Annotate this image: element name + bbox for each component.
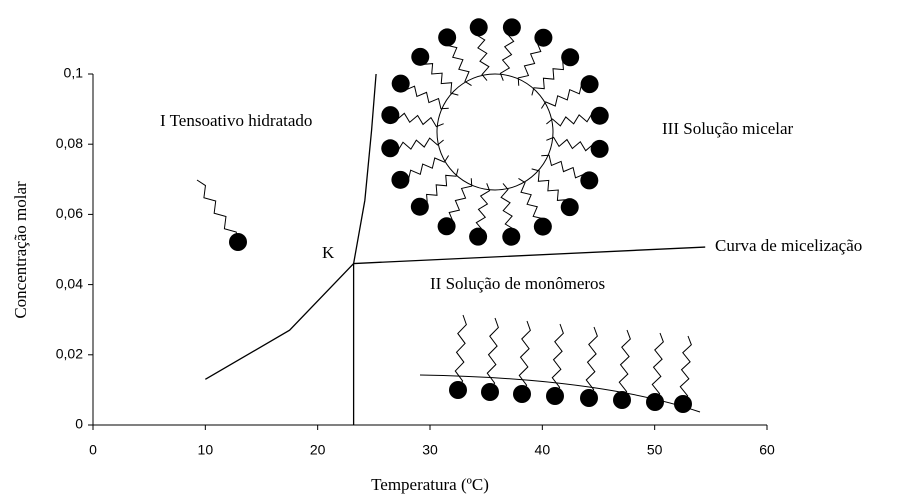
- head: [590, 106, 609, 125]
- head: [229, 233, 247, 251]
- head: [411, 47, 430, 66]
- tail: [517, 37, 544, 86]
- head: [580, 171, 599, 190]
- tail: [499, 27, 515, 81]
- tail: [475, 27, 490, 81]
- tail: [618, 329, 631, 401]
- y-tick-label: 0,1: [64, 65, 84, 81]
- curve-label: Curva de micelização: [715, 236, 862, 255]
- point-label: K: [322, 243, 335, 262]
- head: [469, 18, 488, 37]
- head: [391, 74, 410, 93]
- head: [533, 217, 552, 236]
- y-tick-label: 0,06: [56, 205, 83, 221]
- y-tick-label: 0,04: [56, 275, 83, 291]
- region-label: I Tensoativo hidratado: [160, 111, 312, 130]
- head: [449, 381, 467, 399]
- tail: [446, 178, 473, 227]
- x-tick-label: 50: [647, 442, 663, 458]
- tail: [551, 323, 564, 397]
- tail: [518, 177, 544, 227]
- tail: [531, 56, 571, 96]
- head: [381, 106, 400, 125]
- x-tick-label: 10: [198, 442, 214, 458]
- tail: [390, 137, 444, 152]
- head: [534, 28, 553, 47]
- tail: [531, 168, 571, 208]
- head: [580, 75, 599, 94]
- tail: [419, 168, 459, 208]
- head: [590, 139, 609, 158]
- tail: [400, 83, 449, 110]
- surface: [419, 374, 701, 413]
- tail: [419, 56, 459, 96]
- micelle-core: [436, 73, 554, 191]
- x-tick-label: 0: [89, 442, 97, 458]
- tail: [546, 112, 600, 127]
- tail: [540, 83, 590, 109]
- head: [502, 18, 521, 37]
- tail: [486, 317, 499, 393]
- head: [391, 170, 410, 189]
- head: [437, 217, 456, 236]
- head: [513, 385, 531, 403]
- y-tick-label: 0,02: [56, 346, 83, 362]
- tail: [541, 154, 590, 181]
- tail: [518, 320, 531, 395]
- head: [613, 391, 631, 409]
- region-label: III Solução micelar: [662, 119, 794, 138]
- tail: [585, 326, 598, 399]
- head: [381, 139, 400, 158]
- head: [438, 28, 457, 47]
- head: [674, 395, 692, 413]
- tail: [546, 136, 600, 152]
- y-tick-label: 0,08: [56, 135, 83, 151]
- curve: [353, 246, 706, 265]
- x-tick-label: 60: [759, 442, 775, 458]
- tail: [651, 332, 664, 403]
- head: [561, 48, 580, 67]
- head: [580, 389, 598, 407]
- region-label: II Solução de monômeros: [430, 274, 605, 293]
- tail: [446, 37, 472, 87]
- y-tick-label: 0: [75, 416, 83, 432]
- head: [481, 383, 499, 401]
- head: [410, 197, 429, 216]
- head: [502, 227, 521, 246]
- x-tick-label: 30: [422, 442, 438, 458]
- x-tick-label: 20: [310, 442, 326, 458]
- curve: [205, 73, 377, 380]
- tail: [400, 155, 450, 181]
- tail: [390, 112, 444, 128]
- tail: [196, 179, 239, 243]
- x-axis-label: Temperatura (ºC): [371, 475, 489, 494]
- head: [560, 198, 579, 217]
- x-tick-label: 40: [535, 442, 551, 458]
- y-axis-label: Concentração molar: [11, 181, 30, 319]
- tail: [500, 183, 515, 237]
- head: [646, 393, 664, 411]
- head: [546, 387, 564, 405]
- head: [469, 227, 488, 246]
- tail: [679, 335, 692, 405]
- tail: [454, 314, 467, 391]
- tail: [475, 183, 491, 237]
